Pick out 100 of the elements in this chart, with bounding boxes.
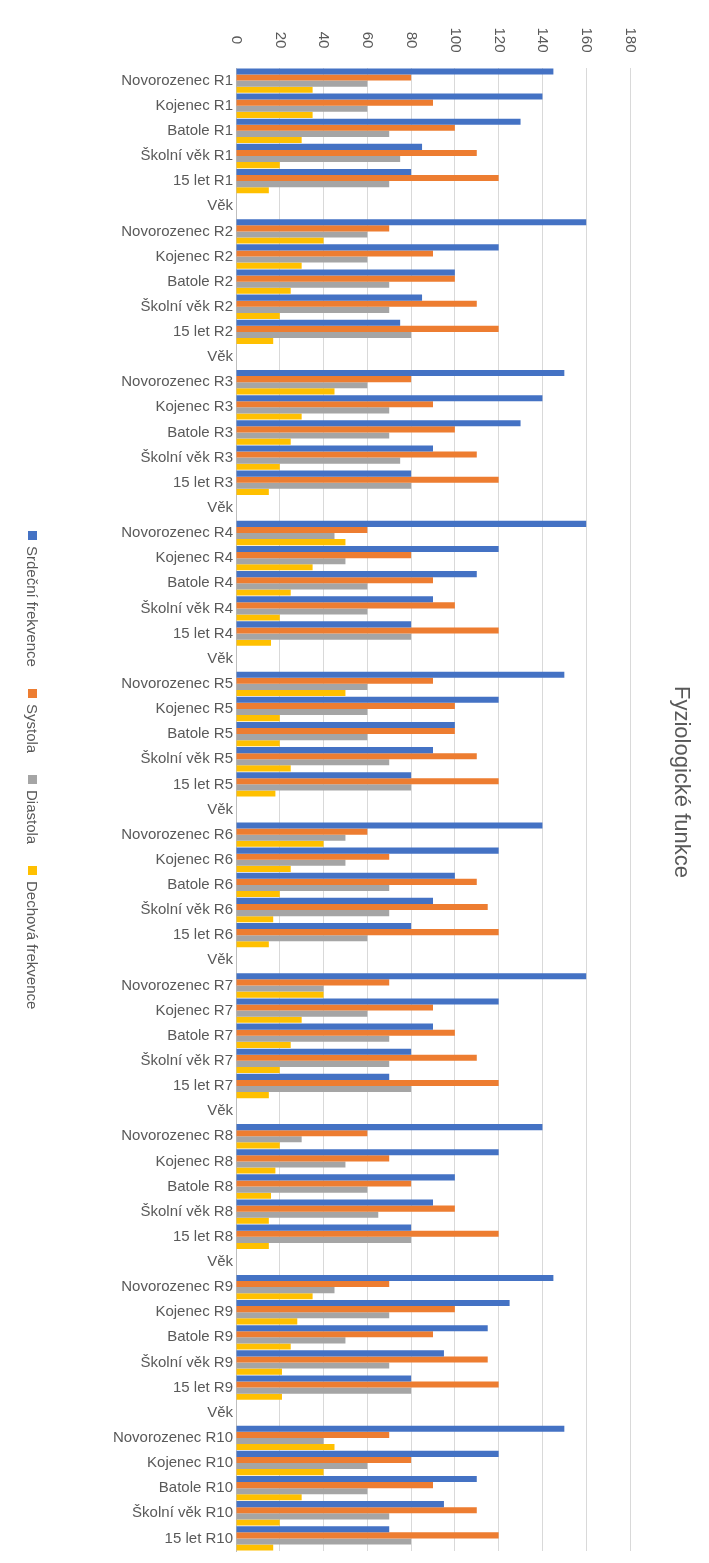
y-tick-label: 15 let R4	[172, 623, 233, 641]
bar	[236, 526, 368, 534]
y-tick-label: Novorozenec R8	[121, 1126, 233, 1144]
bar	[236, 1124, 543, 1131]
y-tick-label: Batole R6	[167, 875, 233, 893]
y-tick-label: Batole R1	[167, 120, 233, 138]
y-tick-label: Batole R9	[167, 1327, 233, 1345]
bar	[236, 728, 455, 735]
y-tick-label: Kojenec R6	[155, 849, 233, 867]
bar	[236, 149, 477, 156]
bar	[236, 539, 346, 546]
bar	[236, 68, 554, 75]
bar	[236, 627, 499, 634]
bar	[236, 1507, 477, 1514]
bar	[236, 734, 368, 741]
bar	[236, 463, 280, 470]
bar	[236, 602, 455, 609]
bar	[236, 105, 368, 112]
y-tick-label: 15 let R3	[172, 472, 233, 490]
bar	[236, 250, 433, 257]
bar	[236, 759, 390, 766]
bar	[236, 979, 390, 986]
y-tick-label: Věk	[207, 347, 234, 365]
bar	[236, 891, 280, 898]
bar	[236, 325, 499, 332]
bar	[236, 897, 433, 904]
y-tick-label: Kojenec R10	[147, 1453, 233, 1471]
bar	[236, 533, 335, 540]
bar	[236, 470, 412, 477]
bar	[236, 614, 280, 621]
x-tick-label: 60	[360, 31, 378, 49]
bar	[236, 136, 302, 144]
bar	[236, 596, 433, 603]
y-tick-label: Novorozenec R3	[121, 372, 233, 390]
bar	[236, 231, 368, 238]
x-tick-label: 20	[272, 31, 290, 49]
y-tick-label: Kojenec R8	[155, 1151, 233, 1169]
bar	[236, 143, 423, 150]
bar	[236, 935, 368, 942]
bar	[236, 1343, 291, 1350]
y-tick-label: Batole R7	[167, 1025, 233, 1043]
y-tick-label: Kojenec R3	[155, 397, 233, 415]
bar	[236, 689, 346, 697]
bar	[236, 1437, 324, 1444]
bar	[236, 834, 346, 841]
y-tick-label: Kojenec R1	[155, 95, 233, 113]
bar	[236, 1381, 499, 1388]
bar	[236, 1532, 499, 1539]
bar	[236, 828, 368, 835]
y-tick-label: Školní věk R7	[140, 1051, 233, 1068]
y-tick-label: Školní věk R10	[132, 1503, 233, 1521]
bar	[236, 1174, 455, 1181]
bar	[236, 86, 313, 93]
bar	[236, 1431, 390, 1438]
bar	[236, 118, 521, 125]
x-tick-label: 100	[447, 27, 465, 53]
bar	[236, 840, 324, 847]
bar	[236, 1287, 335, 1294]
y-tick-label: 15 let R6	[172, 925, 233, 943]
y-tick-label: 15 let R8	[172, 1226, 233, 1244]
bar	[236, 1293, 313, 1300]
x-tick-label: 120	[491, 27, 509, 53]
bar	[236, 1136, 302, 1143]
bar	[236, 1513, 390, 1520]
bar	[236, 1300, 510, 1307]
bar	[236, 991, 324, 998]
bar	[236, 1312, 390, 1319]
bar	[236, 376, 412, 383]
bar	[236, 331, 412, 339]
y-tick-label: Školní věk R6	[140, 900, 233, 918]
y-tick-label: 15 let R1	[172, 171, 233, 189]
y-tick-label: Věk	[207, 196, 234, 214]
bar	[236, 1205, 455, 1212]
bar	[236, 445, 433, 452]
bar	[236, 778, 499, 785]
bar	[236, 1230, 499, 1237]
bar	[236, 847, 499, 854]
bar	[236, 1350, 444, 1357]
bar	[236, 790, 276, 797]
bar	[236, 884, 390, 891]
x-tick-label: 180	[622, 27, 640, 53]
bar	[236, 1211, 379, 1218]
bar	[236, 577, 433, 584]
bar	[236, 865, 291, 872]
bar	[236, 225, 390, 232]
bar	[236, 1092, 269, 1099]
bar	[236, 545, 499, 553]
y-tick-label: Novorozenec R4	[121, 523, 233, 541]
bar	[236, 1035, 390, 1042]
bar	[236, 1199, 433, 1206]
bar	[236, 1368, 282, 1375]
bar	[236, 859, 346, 866]
bar	[236, 1488, 368, 1495]
y-tick-label: Batole R5	[167, 724, 233, 742]
bar	[236, 903, 488, 911]
bar	[236, 1029, 455, 1036]
bar	[236, 916, 274, 923]
bar	[236, 388, 335, 395]
bar	[236, 1054, 477, 1061]
bar	[236, 929, 499, 936]
